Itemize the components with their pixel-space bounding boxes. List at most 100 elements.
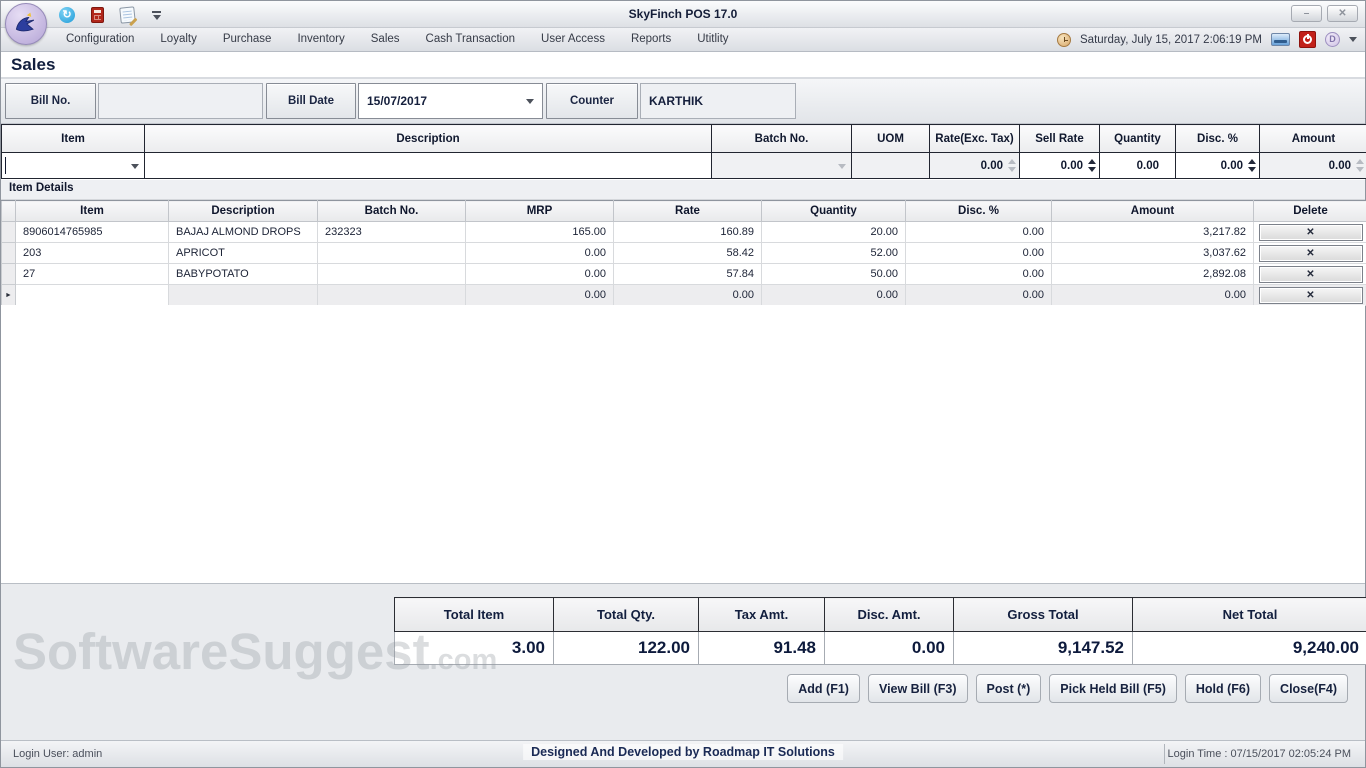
delete-x-icon[interactable]: ✕ (1258, 286, 1363, 304)
spinner[interactable] (1246, 154, 1257, 178)
cell-description[interactable]: BAJAJ ALMOND DROPS (168, 221, 318, 243)
cell-item[interactable]: 8906014765985 (15, 221, 169, 243)
spinner[interactable] (1006, 154, 1017, 178)
menu-loyalty[interactable]: Loyalty (160, 33, 197, 45)
cell-description[interactable]: APRICOT (168, 242, 318, 264)
cell-quantity[interactable]: 20.00 (761, 221, 906, 243)
cell-batch-no[interactable]: 232323 (317, 221, 466, 243)
cell-amount[interactable]: 3,217.82 (1051, 221, 1254, 243)
menu-purchase[interactable]: Purchase (222, 33, 272, 45)
menu-inventory[interactable]: Inventory (297, 33, 345, 45)
keyboard-icon[interactable] (1271, 33, 1290, 46)
spinner-down-icon[interactable] (1007, 167, 1016, 172)
app-logo-bird-icon[interactable] (5, 3, 47, 45)
combo-caret-icon[interactable] (838, 163, 846, 169)
view-bill-button[interactable]: View Bill (F3) (867, 674, 968, 703)
spinner[interactable] (1086, 154, 1097, 178)
bill-no-button[interactable]: Bill No. (5, 83, 96, 119)
details-header-batch-no[interactable]: Batch No. (317, 200, 466, 222)
cell-quantity[interactable]: 52.00 (761, 242, 906, 264)
spinner-down-icon[interactable] (1087, 167, 1096, 172)
details-header-quantity[interactable]: Quantity (761, 200, 906, 222)
toolbar-more-icon[interactable] (151, 10, 162, 20)
cell-disc-pct[interactable]: 0.00 (905, 221, 1052, 243)
entry-disc-pct-input[interactable]: 0.00 (1175, 152, 1260, 179)
bill-date-combo[interactable]: 15/07/2017 (358, 83, 543, 119)
cell-batch-no[interactable] (317, 242, 466, 264)
cell-description[interactable]: BABYPOTATO (168, 263, 318, 285)
cell-rate[interactable]: 0.00 (613, 284, 762, 306)
delete-x-icon[interactable]: ✕ (1258, 265, 1363, 283)
cell-rate[interactable]: 57.84 (613, 263, 762, 285)
counter-button[interactable]: Counter (546, 83, 638, 119)
spinner-down-icon[interactable] (1247, 167, 1256, 172)
current-row-arrow-icon[interactable]: ► (1, 284, 16, 306)
details-header-rate[interactable]: Rate (613, 200, 762, 222)
details-header-item[interactable]: Item (15, 200, 169, 222)
entry-rate-exc-tax-input[interactable]: 0.00 (929, 152, 1020, 179)
add-button[interactable]: Add (F1) (787, 674, 860, 703)
cell-amount[interactable]: 2,892.08 (1051, 263, 1254, 285)
cell-quantity[interactable]: 50.00 (761, 263, 906, 285)
cell-mrp[interactable]: 165.00 (465, 221, 614, 243)
cell-amount[interactable]: 3,037.62 (1051, 242, 1254, 264)
cell-disc-pct[interactable]: 0.00 (905, 284, 1052, 306)
cell-item[interactable]: 203 (15, 242, 169, 264)
entry-description-input[interactable] (144, 152, 712, 179)
close-icon[interactable]: ✕ (1327, 5, 1358, 22)
row-selector[interactable] (1, 242, 16, 264)
cell-disc-pct[interactable]: 0.00 (905, 263, 1052, 285)
cell-mrp[interactable]: 0.00 (465, 284, 614, 306)
cell-mrp[interactable]: 0.00 (465, 242, 614, 264)
cell-batch-no[interactable] (317, 263, 466, 285)
profile-badge-icon[interactable]: D (1325, 32, 1340, 47)
entry-uom-input[interactable] (851, 152, 930, 179)
menu-utility[interactable]: Utitlity (697, 33, 729, 45)
power-icon[interactable] (1299, 31, 1316, 48)
post-button[interactable]: Post (*) (975, 674, 1042, 703)
entry-amount-input[interactable]: 0.00 (1259, 152, 1366, 179)
delete-x-icon[interactable]: ✕ (1258, 223, 1363, 241)
cell-quantity[interactable]: 0.00 (761, 284, 906, 306)
refresh-icon[interactable]: ↻ (59, 7, 75, 23)
cell-rate[interactable]: 58.42 (613, 242, 762, 264)
combo-caret-icon[interactable] (526, 98, 534, 104)
calculator-icon[interactable] (91, 7, 104, 23)
close-button[interactable]: Close(F4) (1269, 674, 1348, 703)
spinner-up-icon[interactable] (1007, 159, 1016, 164)
entry-sell-rate-input[interactable]: 0.00 (1019, 152, 1100, 179)
entry-batch-no-combo[interactable] (711, 152, 852, 179)
combo-caret-icon[interactable] (131, 163, 139, 169)
cell-item[interactable] (15, 284, 169, 306)
entry-item-combo[interactable] (1, 152, 145, 179)
minimize-icon[interactable]: – (1291, 5, 1322, 22)
bill-date-button[interactable]: Bill Date (266, 83, 356, 119)
menu-user-access[interactable]: User Access (541, 33, 605, 45)
menu-reports[interactable]: Reports (630, 33, 672, 45)
cell-item[interactable]: 27 (15, 263, 169, 285)
row-selector[interactable] (1, 263, 16, 285)
bill-no-input[interactable] (98, 83, 263, 119)
menu-configuration[interactable]: Configuration (66, 33, 135, 45)
spinner[interactable] (1354, 154, 1365, 178)
spinner-up-icon[interactable] (1247, 159, 1256, 164)
counter-input[interactable]: KARTHIK (640, 83, 796, 119)
cell-amount[interactable]: 0.00 (1051, 284, 1254, 306)
details-header-amount[interactable]: Amount (1051, 200, 1254, 222)
spinner-up-icon[interactable] (1355, 159, 1364, 164)
delete-x-icon[interactable]: ✕ (1258, 244, 1363, 262)
details-header-mrp[interactable]: MRP (465, 200, 614, 222)
spinner-down-icon[interactable] (1355, 167, 1364, 172)
row-selector[interactable] (1, 221, 16, 243)
profile-dropdown-caret-icon[interactable] (1349, 37, 1357, 42)
menu-cash-transaction[interactable]: Cash Transaction (425, 33, 516, 45)
hold-button[interactable]: Hold (F6) (1184, 674, 1262, 703)
menu-sales[interactable]: Sales (370, 33, 400, 45)
details-header-description[interactable]: Description (168, 200, 318, 222)
cell-description[interactable] (168, 284, 318, 306)
spinner-up-icon[interactable] (1087, 159, 1096, 164)
entry-quantity-input[interactable]: 0.00 (1099, 152, 1176, 179)
cell-mrp[interactable]: 0.00 (465, 263, 614, 285)
details-header-disc-pct[interactable]: Disc. % (905, 200, 1052, 222)
pick-held-bill-button[interactable]: Pick Held Bill (F5) (1049, 674, 1177, 703)
